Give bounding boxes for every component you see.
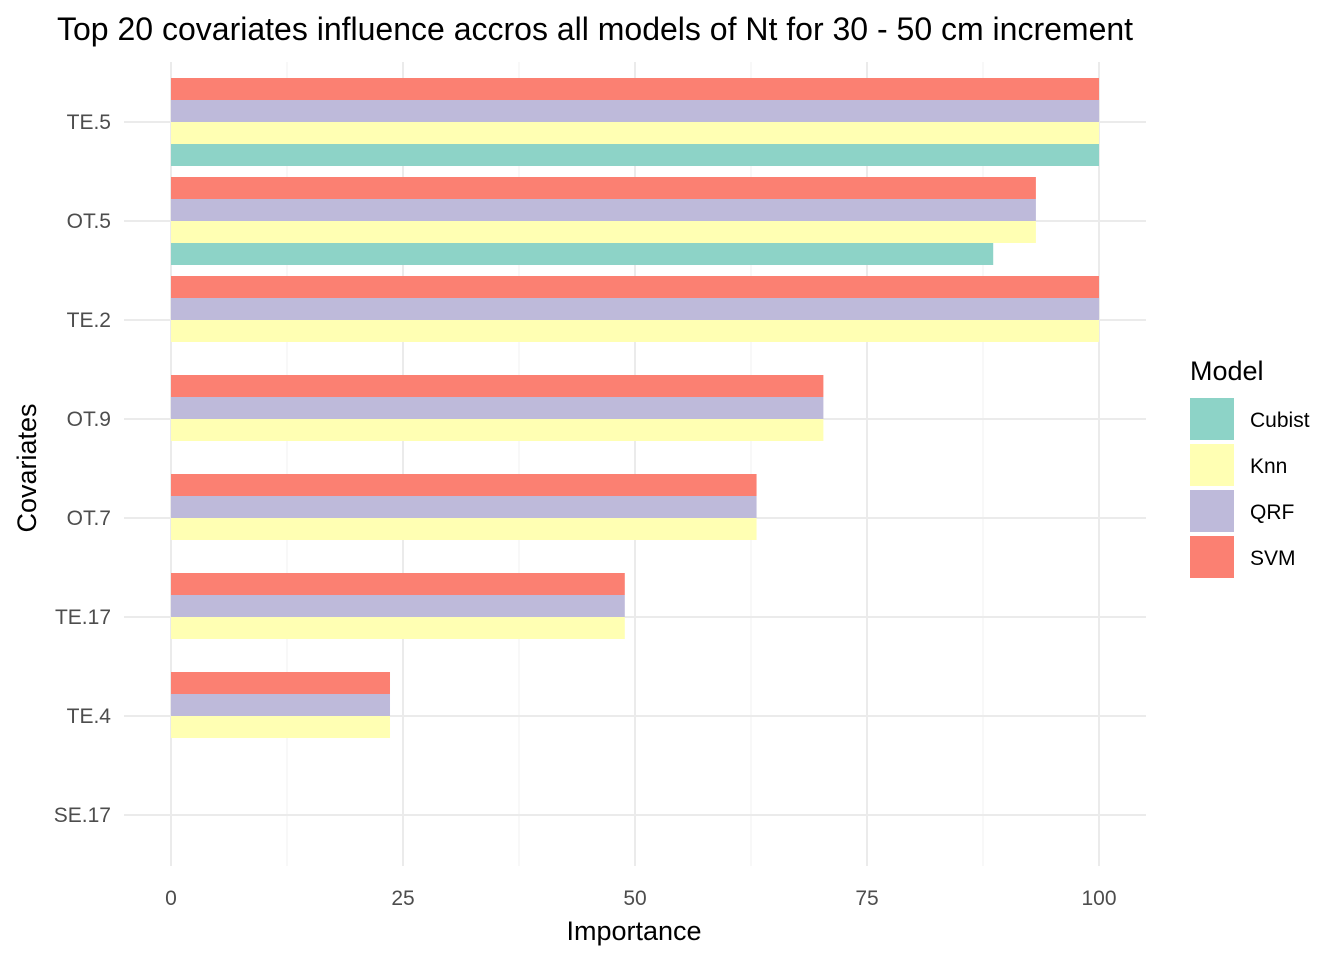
bar-svm-te-2 xyxy=(171,276,1099,298)
bar-knn-ot-9 xyxy=(171,419,824,441)
legend-label-qrf: QRF xyxy=(1250,501,1294,524)
bar-qrf-ot-9 xyxy=(171,397,824,419)
legend-label-knn: Knn xyxy=(1250,455,1287,478)
bar-svm-ot-5 xyxy=(171,177,1036,199)
bar-knn-te-2 xyxy=(171,320,1099,342)
y-tick-label: OT.7 xyxy=(67,507,111,530)
legend-swatch-cubist xyxy=(1190,398,1234,440)
bar-knn-te-4 xyxy=(171,716,391,738)
chart-title: Top 20 covariates influence accros all m… xyxy=(57,11,1133,47)
bar-svm-ot-7 xyxy=(171,474,757,496)
legend-label-svm: SVM xyxy=(1250,547,1296,570)
x-tick-label: 100 xyxy=(1081,887,1116,910)
bar-qrf-te-4 xyxy=(171,694,391,716)
bar-knn-ot-5 xyxy=(171,221,1036,243)
bar-cubist-te-5 xyxy=(171,144,1099,166)
legend-swatch-qrf xyxy=(1190,490,1234,532)
x-tick-label: 75 xyxy=(855,887,878,910)
bar-knn-te-5 xyxy=(171,122,1099,144)
x-tick-label: 50 xyxy=(623,887,646,910)
y-tick-label: TE.17 xyxy=(55,606,111,629)
bar-qrf-te-2 xyxy=(171,298,1099,320)
y-tick-label: TE.5 xyxy=(67,111,111,134)
bar-svm-ot-9 xyxy=(171,375,824,397)
bar-qrf-te-17 xyxy=(171,595,625,617)
x-axis-title: Importance xyxy=(566,916,701,946)
x-tick-label: 25 xyxy=(391,887,414,910)
legend-swatch-svm xyxy=(1190,536,1234,578)
y-tick-label: TE.2 xyxy=(67,309,111,332)
y-tick-label: OT.5 xyxy=(67,210,111,233)
y-tick-label: OT.9 xyxy=(67,408,111,431)
y-axis-ticks: TE.5 OT.5 TE.2 OT.9 OT.7 TE.17 TE.4 SE.17 xyxy=(54,111,112,827)
legend-swatch-knn xyxy=(1190,444,1234,486)
bar-knn-te-17 xyxy=(171,617,625,639)
x-tick-label: 0 xyxy=(165,887,177,910)
bar-qrf-te-5 xyxy=(171,100,1099,122)
bar-svm-te-17 xyxy=(171,573,625,595)
y-axis-title: Covariates xyxy=(12,403,42,532)
legend-label-cubist: Cubist xyxy=(1250,409,1310,432)
bar-svm-te-4 xyxy=(171,672,391,694)
bar-knn-ot-7 xyxy=(171,518,757,540)
y-tick-label: TE.4 xyxy=(67,705,112,728)
bars xyxy=(171,78,1099,738)
x-axis-ticks: 0 25 50 75 100 xyxy=(165,887,1116,910)
bar-cubist-ot-5 xyxy=(171,243,994,265)
y-tick-label: SE.17 xyxy=(54,804,111,827)
bar-qrf-ot-7 xyxy=(171,496,757,518)
bar-svm-te-5 xyxy=(171,78,1099,100)
bar-qrf-ot-5 xyxy=(171,199,1036,221)
legend: Model Cubist Knn QRF SVM xyxy=(1190,356,1310,578)
legend-title: Model xyxy=(1190,356,1264,386)
